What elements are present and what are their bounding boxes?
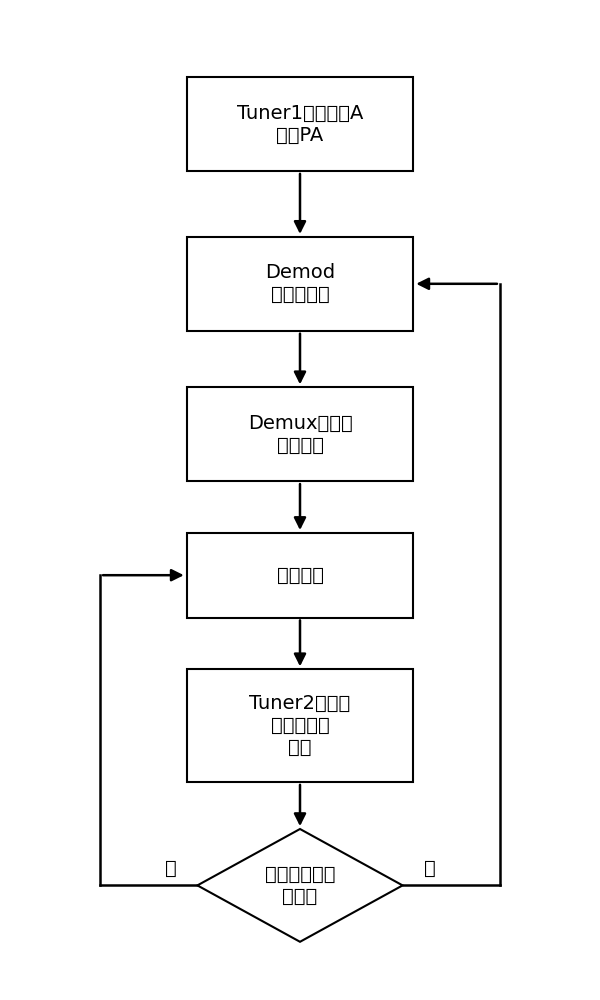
Polygon shape: [197, 829, 403, 942]
Text: 否: 否: [164, 859, 176, 878]
Bar: [187, 387, 413, 481]
Bar: [187, 237, 413, 331]
Text: Demux数据流
开始播放: Demux数据流 开始播放: [248, 414, 352, 455]
Text: Tuner1锁定频道A
频点PA: Tuner1锁定频道A 频点PA: [237, 104, 363, 144]
Bar: [187, 77, 413, 171]
Bar: [187, 669, 413, 782]
Text: 频道播放: 频道播放: [277, 566, 323, 585]
Text: Tuner2预锁定
下一个频道
频点: Tuner2预锁定 下一个频道 频点: [250, 694, 350, 757]
Text: Demod
获取数据流: Demod 获取数据流: [265, 263, 335, 304]
Text: 是否接受到切
台指令: 是否接受到切 台指令: [265, 865, 335, 906]
Bar: [187, 533, 413, 617]
Text: 是: 是: [424, 859, 436, 878]
